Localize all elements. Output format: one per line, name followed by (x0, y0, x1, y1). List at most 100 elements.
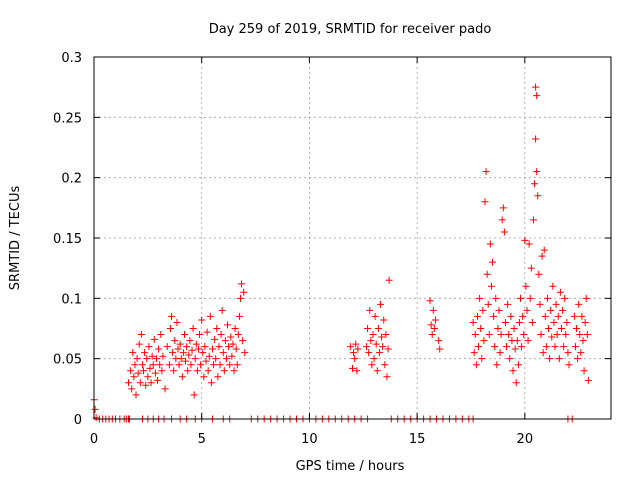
data-point-marker (352, 340, 360, 348)
x-axis-label: GPS time / hours (296, 459, 405, 474)
data-point-marker (548, 333, 556, 341)
data-point-marker (178, 373, 186, 381)
data-point-marker (374, 325, 382, 332)
data-point-marker (196, 331, 204, 339)
data-point-marker (469, 318, 477, 326)
data-point-marker (142, 381, 150, 389)
data-point-marker (152, 355, 160, 363)
data-point-marker (211, 335, 219, 343)
data-point-marker (373, 367, 381, 375)
data-point-marker (571, 343, 579, 351)
data-point-marker (534, 192, 542, 200)
data-point-marker (354, 345, 362, 353)
data-point-marker (207, 379, 215, 387)
data-point-marker (124, 379, 132, 387)
data-point-marker (523, 306, 531, 314)
data-point-marker (477, 325, 485, 332)
data-point-marker (574, 355, 582, 363)
data-point-marker (531, 180, 539, 188)
y-tick-label: 0.15 (53, 232, 82, 247)
data-point-marker (490, 312, 498, 320)
data-point-marker (367, 337, 375, 345)
data-point-marker (491, 343, 499, 351)
data-point-marker (533, 168, 541, 176)
data-point-marker (551, 343, 559, 351)
data-point-marker (513, 337, 521, 345)
data-point-marker (129, 349, 137, 357)
data-point-marker (208, 345, 216, 353)
data-point-marker (583, 331, 591, 339)
data-point-marker (137, 331, 145, 339)
data-point-marker (426, 297, 434, 305)
data-point-marker (538, 252, 546, 260)
data-point-marker (470, 349, 478, 357)
data-point-marker (136, 379, 144, 387)
data-point-marker (562, 331, 570, 339)
data-point-marker (535, 270, 543, 278)
data-point-marker (204, 367, 212, 375)
data-point-marker (509, 367, 517, 375)
data-point-marker (238, 280, 246, 288)
data-point-marker (131, 361, 139, 369)
data-point-marker (473, 312, 481, 320)
x-tick-label: 15 (409, 432, 426, 447)
data-point-marker (151, 369, 159, 377)
data-point-marker (188, 346, 196, 354)
data-point-marker (573, 325, 581, 332)
data-point-marker (475, 343, 483, 351)
data-point-marker (200, 373, 208, 381)
data-point-marker (150, 335, 158, 343)
data-point-marker (379, 343, 387, 351)
data-point-marker (135, 340, 143, 348)
data-point-marker (206, 312, 214, 320)
data-point-marker (235, 312, 243, 320)
data-point-marker (184, 367, 192, 375)
data-point-marker (366, 306, 374, 314)
data-point-marker (221, 337, 229, 345)
data-point-marker (578, 312, 586, 320)
data-point-marker (138, 361, 146, 369)
data-point-marker (370, 355, 378, 363)
y-tick-label: 0.2 (61, 172, 82, 187)
data-point-marker (222, 355, 230, 363)
data-point-marker (197, 361, 205, 369)
data-point-marker (555, 355, 563, 363)
data-point-marker (537, 331, 545, 339)
data-point-marker (472, 361, 480, 369)
data-point-marker (219, 349, 227, 357)
data-point-marker (350, 349, 358, 357)
data-point-marker (371, 312, 379, 320)
data-point-marker (225, 343, 233, 351)
data-point-marker (519, 312, 527, 320)
data-point-marker (485, 331, 493, 339)
x-tick-label: 20 (517, 432, 534, 447)
data-point-marker (143, 355, 151, 363)
data-point-marker (161, 385, 169, 393)
data-point-marker (168, 312, 176, 320)
data-point-marker (549, 282, 557, 290)
data-point-marker (576, 331, 584, 339)
data-point-marker (365, 349, 373, 357)
data-point-marker (380, 316, 388, 324)
data-point-marker (175, 361, 183, 369)
data-point-marker (522, 282, 530, 290)
data-point-marker (183, 343, 191, 351)
data-point-marker (214, 373, 222, 381)
data-point-marker (384, 345, 392, 353)
data-point-marker (511, 345, 519, 353)
data-point-marker (216, 361, 224, 369)
data-point-marker (478, 355, 486, 363)
data-point-marker (369, 331, 377, 339)
axis-ticks: 0 5 10 15 20 0 0.05 0.1 0.15 0.2 0.25 0.3 (53, 51, 611, 447)
data-point-marker (364, 325, 372, 332)
data-point-marker (528, 318, 536, 326)
data-point-marker (148, 352, 156, 360)
data-point-marker (177, 355, 185, 363)
data-point-marker (226, 361, 234, 369)
data-point-marker (170, 367, 178, 375)
data-point-marker (495, 306, 503, 314)
data-point-marker (220, 367, 228, 375)
data-point-marker (159, 352, 167, 360)
data-point-marker (554, 312, 562, 320)
